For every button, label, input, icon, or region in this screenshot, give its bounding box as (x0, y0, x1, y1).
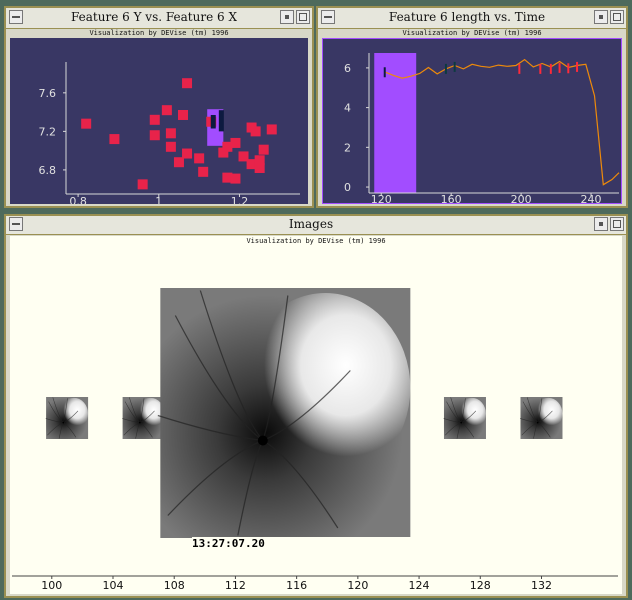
scatter-point (109, 134, 120, 145)
scatter-point (230, 173, 241, 184)
scatter-point (238, 151, 249, 162)
scatter-point (165, 128, 176, 139)
scatter-subtitle: Visualization by DEVise (tm) 1996 (89, 29, 229, 37)
images-subtitle: Visualization by DEVise (tm) 1996 (246, 237, 386, 245)
scatter-point (222, 172, 233, 183)
scatter-point (178, 109, 188, 120)
x-tick-label: 200 (511, 193, 532, 203)
scatter-point (250, 126, 261, 137)
scatter-point (258, 144, 269, 155)
scatter-point (198, 166, 209, 177)
x-tick-label: 160 (441, 193, 462, 203)
images-window-title: Images (288, 217, 334, 231)
line-window-title: Feature 6 length vs. Time (388, 10, 546, 24)
scatter-plot-area[interactable]: 0.8 1 1.2 6.8 7.2 7.6 (10, 38, 308, 204)
scatter-point (246, 159, 257, 170)
scatter-point (182, 148, 193, 159)
series-line (384, 58, 620, 186)
line-window[interactable]: Feature 6 length vs. Time Visualization … (316, 6, 628, 208)
x-tick-label: 120 (371, 193, 392, 203)
image-timestamp: 13:27:07.20 (192, 537, 442, 550)
y-tick-label: 7.6 (39, 87, 57, 100)
scatter-window[interactable]: Feature 6 Y vs. Feature 6 X Visualizatio… (4, 6, 314, 208)
scatter-point (254, 155, 265, 166)
x-tick-label: 1.2 (231, 195, 249, 204)
scatter-point (230, 137, 241, 148)
images-titlebar[interactable]: Images (6, 216, 626, 235)
window-menu-button[interactable] (321, 10, 335, 24)
scatter-point (222, 141, 233, 152)
line-titlebar[interactable]: Feature 6 length vs. Time (318, 8, 626, 29)
y-tick-label: 6.8 (39, 164, 57, 177)
y-tick-label: 0 (344, 181, 351, 194)
selection-highlight (374, 53, 417, 193)
maximize-button[interactable] (296, 10, 310, 24)
scatter-point (149, 130, 160, 141)
scatter-point (266, 124, 277, 135)
highlight-bar (218, 110, 224, 132)
line-chart[interactable]: 120 160 200 240 0 2 4 6 (323, 39, 621, 203)
scatter-point (161, 105, 172, 116)
scatter-point (149, 114, 160, 125)
scatter-point (254, 162, 265, 173)
window-menu-button[interactable] (9, 217, 23, 231)
x-tick-label: 240 (581, 193, 602, 203)
scatter-titlebar[interactable]: Feature 6 Y vs. Feature 6 X (6, 8, 312, 29)
minimize-button[interactable] (594, 217, 608, 231)
line-plot-area[interactable]: 120 160 200 240 0 2 4 6 (322, 38, 622, 204)
y-tick-label: 6 (344, 62, 351, 75)
maximize-button[interactable] (610, 10, 624, 24)
minimize-button[interactable] (594, 10, 608, 24)
scatter-point (194, 153, 205, 164)
scatter-point (165, 141, 176, 152)
minimize-button[interactable] (280, 10, 294, 24)
maximize-button[interactable] (610, 217, 624, 231)
y-tick-label: 7.2 (39, 125, 57, 138)
y-tick-label: 2 (344, 141, 351, 154)
scatter-point (81, 118, 92, 129)
scatter-window-title: Feature 6 Y vs. Feature 6 X (70, 10, 237, 24)
scatter-point (173, 157, 184, 168)
x-tick-label: 0.8 (69, 195, 87, 204)
x-tick-label: 1 (155, 195, 162, 204)
line-subtitle: Visualization by DEVise (tm) 1996 (402, 29, 542, 37)
window-menu-button[interactable] (9, 10, 23, 24)
scatter-point (182, 78, 193, 89)
scatter-point (218, 147, 229, 158)
scatter-point (137, 179, 148, 190)
y-tick-label: 4 (344, 102, 351, 115)
scatter-chart[interactable]: 0.8 1 1.2 6.8 7.2 7.6 (10, 38, 308, 204)
highlight-bar (210, 114, 216, 129)
